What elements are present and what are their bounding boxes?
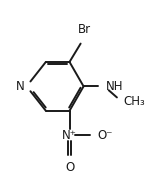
Text: NH: NH	[105, 80, 123, 93]
Text: O: O	[65, 161, 74, 174]
Text: O⁻: O⁻	[97, 129, 112, 142]
Text: N⁺: N⁺	[62, 129, 77, 142]
Text: CH₃: CH₃	[123, 95, 145, 108]
Text: N: N	[16, 80, 25, 93]
Text: Br: Br	[78, 23, 91, 36]
